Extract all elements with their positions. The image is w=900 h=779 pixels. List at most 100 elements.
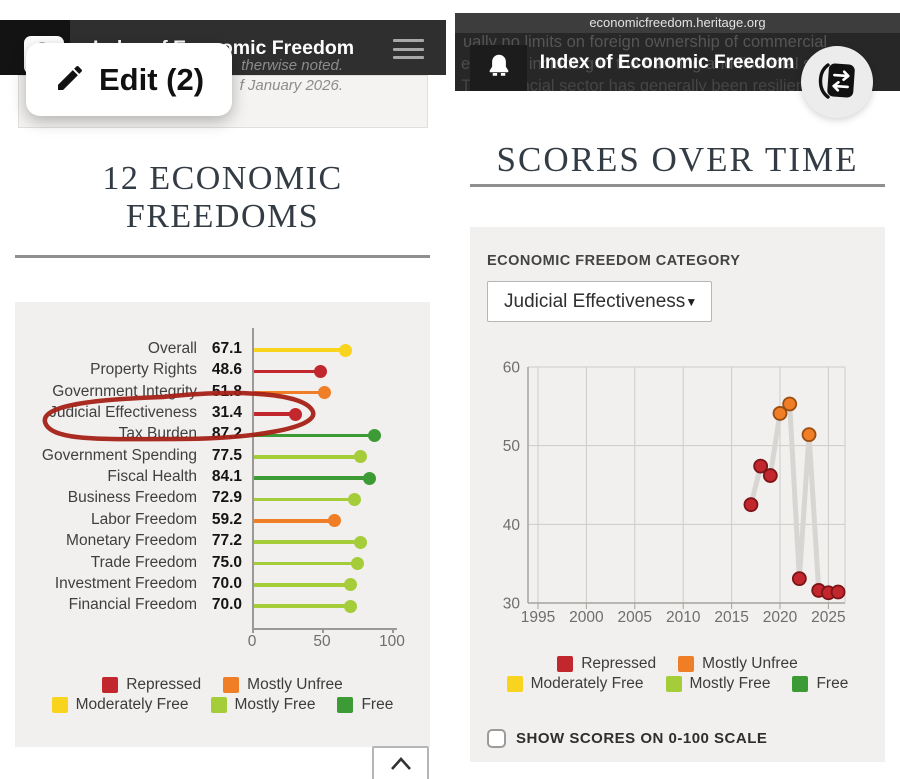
x-axis-tick-label: 2010 bbox=[666, 609, 701, 626]
scale-toggle-row[interactable]: SHOW SCORES ON 0-100 SCALE bbox=[487, 729, 767, 748]
legend-item: Mostly Unfree bbox=[678, 655, 798, 673]
legend-swatch bbox=[102, 677, 119, 693]
category-value: 51.8 bbox=[211, 382, 242, 400]
lollipop-dot bbox=[354, 450, 367, 464]
category-value: 77.5 bbox=[211, 446, 242, 464]
lollipop-dot bbox=[367, 428, 381, 442]
legend-label: Repressed bbox=[126, 676, 202, 693]
category-value: 59.2 bbox=[211, 510, 242, 528]
category-label: Trade Freedom bbox=[90, 553, 197, 571]
legend-label: Repressed bbox=[581, 655, 657, 672]
lollipop-dot bbox=[343, 578, 357, 592]
category-value: 70.0 bbox=[211, 596, 242, 614]
legend-label: Mostly Unfree bbox=[247, 676, 343, 693]
x-axis-tick-label: 2025 bbox=[811, 609, 845, 626]
x-axis-tick-label: 2000 bbox=[569, 609, 604, 626]
category-value: 84.1 bbox=[211, 468, 242, 486]
scale-checkbox[interactable] bbox=[487, 729, 506, 748]
lollipop-stem bbox=[253, 455, 362, 459]
category-value: 75.0 bbox=[211, 553, 242, 571]
category-label: Judicial Effectiveness bbox=[49, 404, 197, 422]
bell-icon bbox=[484, 51, 514, 86]
series-line bbox=[748, 401, 841, 596]
lollipop-stem bbox=[253, 369, 322, 374]
edit-button-label: Edit (2) bbox=[98, 61, 205, 97]
y-axis-tick-label: 50 bbox=[503, 438, 521, 455]
legend-label: Moderately Free bbox=[530, 675, 644, 692]
data-point bbox=[801, 427, 817, 443]
data-point bbox=[830, 584, 846, 600]
scores-chart-card: ECONOMIC FREEDOM CATEGORY Judicial Effec… bbox=[470, 227, 885, 762]
lollipop-dot bbox=[353, 535, 367, 549]
category-legend: Repressed Mostly Unfree Moderately Free Mos… bbox=[15, 676, 430, 714]
x-axis-line bbox=[252, 628, 397, 630]
legend-label: Moderately Free bbox=[75, 696, 189, 713]
legend-swatch bbox=[665, 676, 682, 692]
scale-checkbox-label: SHOW SCORES ON 0-100 SCALE bbox=[516, 730, 768, 747]
notification-bell-button[interactable] bbox=[470, 45, 527, 91]
site-title: Index of Economic Freedom bbox=[539, 52, 795, 73]
tab-switcher-button[interactable] bbox=[801, 46, 873, 118]
x-axis-tick bbox=[252, 628, 254, 633]
disclaimer-line: f January 2026. bbox=[239, 77, 343, 94]
lollipop-dot bbox=[350, 557, 364, 570]
lollipop-stem bbox=[253, 561, 358, 566]
category-value: 87.2 bbox=[211, 425, 242, 443]
legend-label: Free bbox=[816, 675, 849, 692]
edit-annotations-button[interactable]: Edit (2) bbox=[26, 43, 232, 116]
chevron-down-icon: ▼ bbox=[685, 294, 698, 309]
category-label: Property Rights bbox=[90, 361, 197, 379]
legend-swatch bbox=[51, 697, 68, 713]
category-value: 77.2 bbox=[211, 532, 242, 550]
lollipop-stem bbox=[253, 519, 336, 523]
lollipop-dot bbox=[343, 599, 357, 613]
browser-url-bar[interactable]: economicfreedom.heritage.org bbox=[455, 13, 900, 33]
chevron-up-icon bbox=[388, 755, 414, 776]
scroll-to-top-button[interactable] bbox=[372, 746, 429, 779]
legend-swatch bbox=[506, 676, 523, 692]
category-label: Overall bbox=[147, 340, 197, 357]
lollipop-stem bbox=[253, 433, 376, 438]
legend-item: Mostly Unfree bbox=[223, 676, 343, 694]
dimmed-text: ually no limits on foreign ownership of … bbox=[463, 33, 828, 51]
category-label: Fiscal Health bbox=[107, 468, 197, 486]
lollipop-dot bbox=[347, 492, 361, 506]
legend-swatch bbox=[337, 697, 354, 713]
legend-swatch bbox=[557, 656, 574, 672]
x-axis-tick-label: 1995 bbox=[521, 609, 555, 626]
pencil-icon bbox=[54, 62, 86, 97]
lollipop-dot bbox=[289, 407, 303, 421]
right-screenshot: economicfreedom.heritage.org ually no li… bbox=[455, 0, 900, 779]
category-value: 67.1 bbox=[211, 340, 242, 357]
legend-label: Free bbox=[361, 696, 394, 713]
dimmed-text: The financial sector has generally been … bbox=[461, 77, 805, 91]
legend-swatch bbox=[210, 697, 227, 713]
hamburger-menu-icon[interactable] bbox=[393, 39, 424, 59]
legend-swatch bbox=[792, 676, 809, 692]
x-axis-tick-label: 2015 bbox=[714, 609, 748, 626]
category-label: Monetary Freedom bbox=[66, 532, 197, 550]
section-title-scores-over-time: SCORES OVER TIME bbox=[496, 140, 859, 179]
legend-item: Free bbox=[792, 675, 848, 693]
lollipop-stem bbox=[253, 476, 371, 480]
y-axis-tick-label: 60 bbox=[503, 359, 521, 376]
x-axis-tick-label: 2020 bbox=[763, 609, 798, 626]
legend-item: Moderately Free bbox=[506, 675, 644, 693]
x-axis-tick bbox=[322, 628, 324, 633]
category-label: Labor Freedom bbox=[91, 510, 197, 528]
lollipop-dot bbox=[339, 343, 353, 357]
lollipop-stem bbox=[253, 583, 351, 587]
tab-switcher-icon bbox=[814, 57, 860, 108]
y-axis-tick-label: 30 bbox=[503, 596, 521, 613]
section-title-12-economic-freedoms: 12 ECONOMIC FREEDOMS bbox=[102, 160, 343, 235]
category-dropdown[interactable]: Judicial Effectiveness ▼ bbox=[487, 281, 712, 322]
y-axis-tick-label: 40 bbox=[503, 517, 521, 534]
lollipop-stem bbox=[253, 540, 362, 544]
scores-over-time-chart: 1995 2000 2005 2010 2015 2020 2025 30 40 50 60 bbox=[503, 359, 846, 626]
heading-rule bbox=[15, 255, 430, 258]
x-axis-tick-label: 0 bbox=[247, 633, 257, 650]
lollipop-dot bbox=[328, 514, 342, 528]
category-label: Government Spending bbox=[41, 446, 197, 464]
dropdown-selected-value: Judicial Effectiveness bbox=[504, 290, 686, 312]
